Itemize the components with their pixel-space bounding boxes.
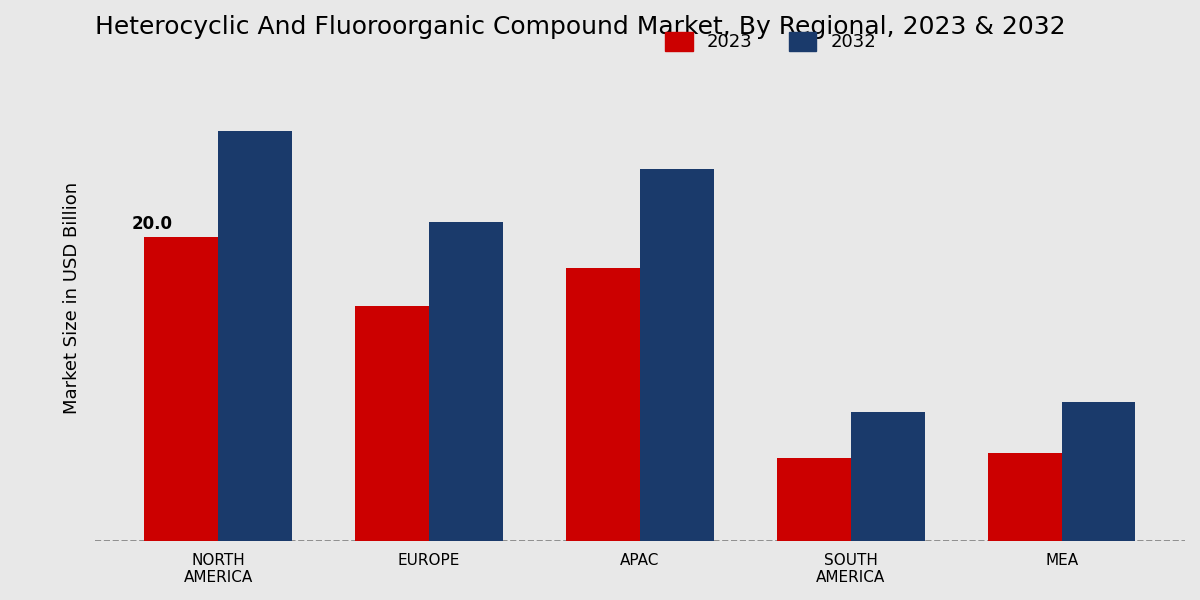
Bar bbox=[355, 306, 430, 541]
Bar bbox=[776, 458, 851, 541]
Bar bbox=[566, 268, 640, 541]
Bar bbox=[851, 412, 924, 541]
Text: Heterocyclic And Fluoroorganic Compound Market, By Regional, 2023 & 2032: Heterocyclic And Fluoroorganic Compound … bbox=[95, 15, 1066, 39]
Bar bbox=[988, 453, 1062, 541]
Bar bbox=[144, 238, 218, 541]
Bar bbox=[1062, 401, 1135, 541]
Text: 20.0: 20.0 bbox=[132, 215, 173, 233]
Bar bbox=[430, 222, 503, 541]
Bar bbox=[218, 131, 292, 541]
Legend: 2023, 2032: 2023, 2032 bbox=[659, 25, 883, 59]
Bar bbox=[640, 169, 714, 541]
Y-axis label: Market Size in USD Billion: Market Size in USD Billion bbox=[62, 182, 82, 414]
